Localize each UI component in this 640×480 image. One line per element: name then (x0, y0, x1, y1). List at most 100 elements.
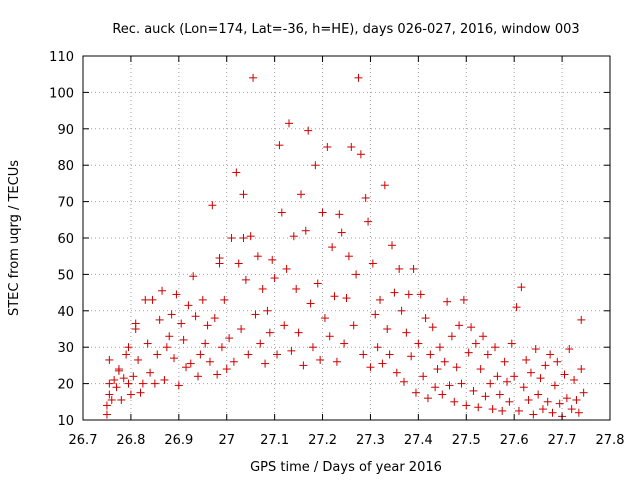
data-point (153, 350, 162, 359)
data-point (414, 339, 423, 348)
data-point (162, 343, 171, 352)
data-point (294, 328, 303, 337)
data-point (352, 270, 361, 279)
data-point (160, 375, 169, 384)
data-point (371, 310, 380, 319)
data-point (313, 279, 322, 288)
data-point (205, 357, 214, 366)
data-point (438, 390, 447, 399)
data-point (514, 406, 523, 415)
data-point (572, 395, 581, 404)
data-point (376, 295, 385, 304)
data-point (335, 210, 344, 219)
data-point (150, 379, 159, 388)
data-point (538, 405, 547, 414)
data-point (574, 408, 583, 417)
data-point (536, 374, 545, 383)
data-point (524, 395, 533, 404)
data-point (285, 119, 294, 128)
data-point (541, 361, 550, 370)
y-tick-label: 100 (49, 86, 74, 101)
data-point (479, 332, 488, 341)
data-point (457, 379, 466, 388)
data-point (421, 314, 430, 323)
y-tick-label: 80 (57, 159, 74, 174)
data-point (505, 397, 514, 406)
data-point (299, 361, 308, 370)
data-point (409, 264, 418, 273)
data-point (301, 226, 310, 235)
data-point (308, 343, 317, 352)
data-point (548, 408, 557, 417)
data-point (512, 303, 521, 312)
data-point (292, 284, 301, 293)
data-point (390, 288, 399, 297)
data-point (469, 386, 478, 395)
data-point (474, 403, 483, 412)
data-point (411, 388, 420, 397)
data-point (380, 181, 389, 190)
data-point (471, 339, 480, 348)
data-point (553, 357, 562, 366)
data-point (332, 357, 341, 366)
data-point (258, 284, 267, 293)
data-point (126, 390, 135, 399)
data-point (361, 193, 370, 202)
data-point (167, 310, 176, 319)
data-point (447, 332, 456, 341)
data-point (273, 350, 282, 359)
data-point (261, 359, 270, 368)
data-point (227, 234, 236, 242)
data-point (244, 350, 253, 359)
data-point (222, 365, 231, 374)
data-point (287, 346, 296, 355)
data-point (215, 259, 224, 268)
data-point (364, 217, 373, 226)
data-point (198, 295, 207, 304)
x-tick-label: 27.2 (308, 433, 337, 448)
data-point (172, 290, 181, 299)
data-point (349, 321, 358, 330)
data-point (256, 339, 265, 348)
data-point (105, 355, 114, 364)
data-point (277, 208, 286, 217)
data-point (340, 339, 349, 348)
data-point (577, 315, 586, 324)
data-point (143, 339, 152, 348)
data-point (567, 405, 576, 414)
data-point (452, 363, 461, 372)
data-point (498, 406, 507, 415)
data-point (203, 321, 212, 330)
data-point (265, 328, 274, 337)
data-point (170, 354, 179, 363)
data-point (570, 375, 579, 384)
data-point (368, 259, 377, 268)
data-point (397, 306, 406, 315)
data-point (191, 312, 200, 321)
data-point (179, 335, 188, 344)
data-point (445, 381, 454, 390)
data-point (507, 339, 516, 348)
data-point (323, 143, 332, 151)
x-tick-label: 27.5 (452, 433, 481, 448)
data-point (193, 372, 202, 381)
data-point (282, 264, 291, 273)
data-point (550, 381, 559, 390)
y-tick-label: 110 (49, 50, 74, 65)
data-point (217, 343, 226, 352)
data-point (366, 363, 375, 372)
data-points (102, 73, 588, 421)
data-point (249, 73, 258, 82)
data-point (208, 201, 217, 210)
data-point (122, 350, 131, 359)
data-point (522, 355, 531, 364)
data-point (529, 410, 538, 419)
data-point (483, 350, 492, 359)
data-point (165, 332, 174, 341)
data-point (280, 321, 289, 330)
plot-frame (82, 55, 611, 421)
data-point (455, 321, 464, 330)
y-tick-label: 40 (57, 305, 74, 320)
data-point (138, 379, 147, 388)
data-point (488, 405, 497, 414)
